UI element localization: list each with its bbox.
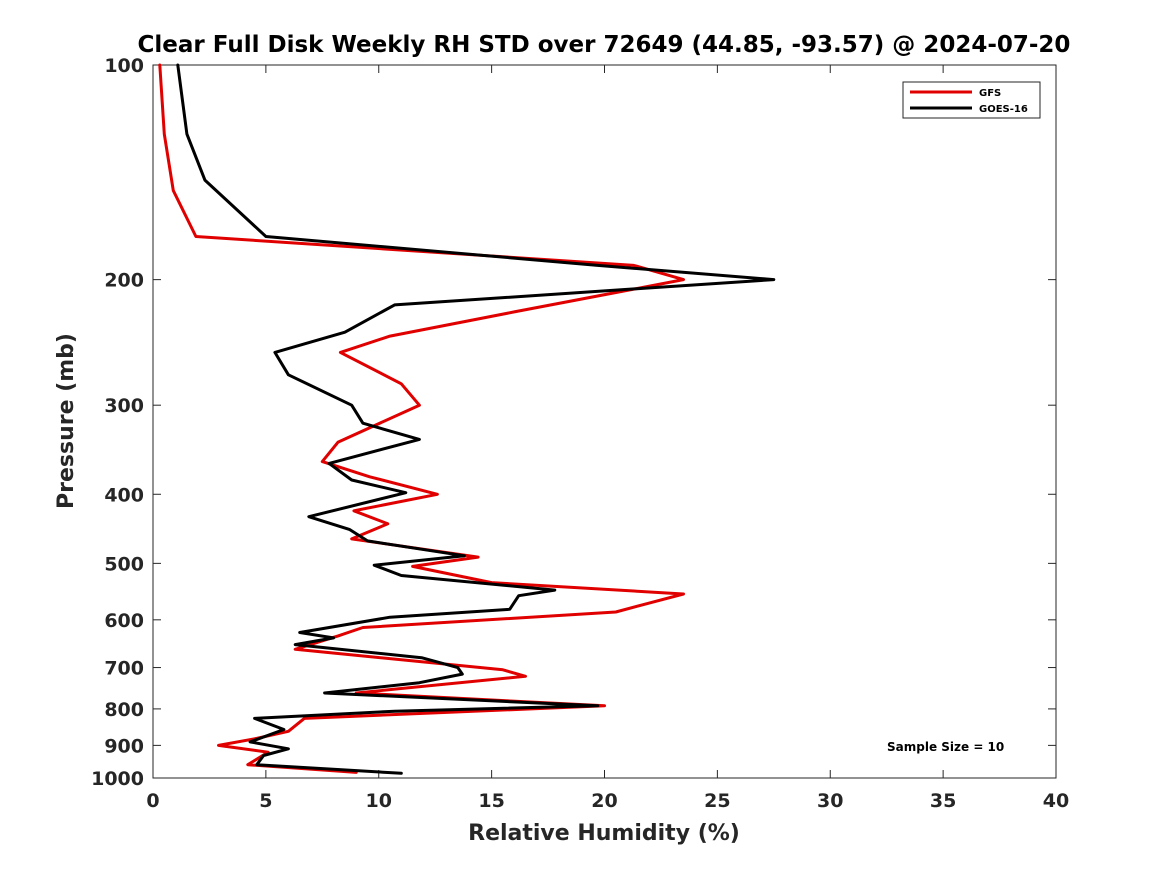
x-tick-label: 35 <box>930 790 956 812</box>
y-tick-label: 300 <box>104 395 144 417</box>
axis-ticks: 0 5 10 15 20 25 30 35 40 100 200 300 400 500 600 700 800… <box>91 55 1069 812</box>
x-tick-label: 0 <box>146 790 159 812</box>
x-tick-label: 25 <box>704 790 730 812</box>
y-tick-label: 800 <box>104 699 144 721</box>
x-tick-label: 20 <box>591 790 617 812</box>
x-tick-label: 5 <box>259 790 272 812</box>
y-tick-label: 400 <box>104 484 144 506</box>
y-tick-label: 100 <box>104 55 144 77</box>
x-axis-label: Relative Humidity (%) <box>468 821 740 846</box>
plot-frame <box>152 64 1057 779</box>
legend-label-gfs: GFS <box>979 88 1001 99</box>
y-tick-label: 200 <box>104 270 144 292</box>
x-tick-label: 10 <box>366 790 392 812</box>
legend-label-goes16: GOES-16 <box>979 104 1028 115</box>
sample-size-annotation: Sample Size = 10 <box>887 740 1004 754</box>
x-tick-label: 30 <box>817 790 843 812</box>
y-tick-label: 1000 <box>91 768 144 790</box>
series-line-goes16 <box>176 63 776 775</box>
legend-box <box>902 81 1041 119</box>
y-tick-label: 600 <box>104 610 144 632</box>
series-group <box>158 63 776 775</box>
series-line-gfs <box>158 63 685 774</box>
legend: GFS GOES-16 <box>902 81 1041 119</box>
y-tick-label: 700 <box>104 658 144 680</box>
chart-title: Clear Full Disk Weekly RH STD over 72649… <box>138 32 1071 58</box>
y-tick-label: 500 <box>104 553 144 575</box>
x-tick-label: 15 <box>478 790 504 812</box>
y-tick-label: 900 <box>104 735 144 757</box>
x-tick-label: 40 <box>1043 790 1069 812</box>
y-axis-label: Pressure (mb) <box>54 333 79 509</box>
